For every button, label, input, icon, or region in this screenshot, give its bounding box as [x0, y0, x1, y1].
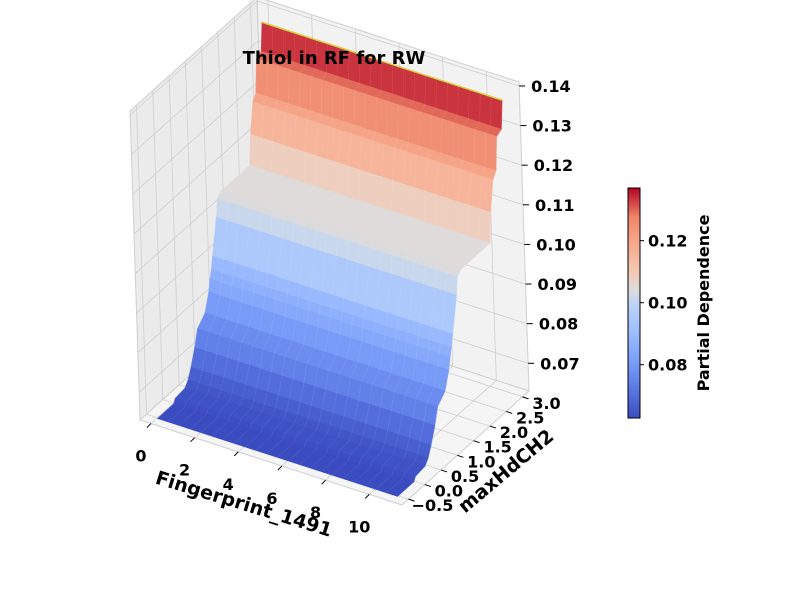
surface-mesh-line	[157, 22, 263, 419]
x-tick-label: 0	[135, 447, 146, 466]
y-tick-label: 0.5	[451, 467, 479, 486]
x-tick-label: 2	[179, 461, 190, 480]
surface-strip	[156, 403, 415, 497]
surface-mesh-line	[233, 46, 339, 444]
surface-mesh-line	[255, 54, 361, 451]
surface-mesh-line	[200, 36, 306, 433]
colorbar-tick-label: 0.08	[648, 356, 687, 375]
z-tick-label: 0.09	[538, 275, 577, 294]
surface-mesh-line	[266, 57, 372, 455]
surface-mesh-line	[179, 29, 285, 426]
colorbar-ticks: 0.08 0.10 0.12	[640, 232, 687, 375]
surface-mesh-line	[299, 68, 405, 465]
y-tick-label: 2.5	[516, 408, 544, 427]
x-tick-mark	[233, 451, 239, 457]
surface-mesh-line	[331, 78, 437, 476]
z-tick-label: 0.14	[531, 77, 570, 96]
y-tick-label: −0.5	[412, 496, 454, 515]
surface-mesh-line	[375, 93, 481, 490]
colorbar-gradient	[627, 187, 641, 419]
surface-mesh-line	[364, 89, 470, 486]
surface-mesh-line	[310, 71, 416, 469]
y-tick-label: 0.0	[435, 482, 463, 501]
surface-mesh-line	[321, 75, 426, 472]
z-axis-ticks: 0.07 0.08 0.09 0.10 0.11 0.12 0.13 0.14	[519, 77, 580, 373]
y-tick-mark	[473, 440, 480, 444]
grid-line-z	[129, 0, 520, 116]
y-tick-label: 3.0	[532, 394, 560, 413]
x-tick-mark	[277, 465, 283, 471]
y-tick-mark	[424, 484, 431, 488]
y-tick-mark	[457, 454, 464, 458]
colorbar: 0.08 0.10 0.12 Partial Dependence	[627, 187, 713, 419]
y-axis-ticks: −0.50.00.51.01.52.02.53.0	[408, 394, 561, 515]
x-tick-mark	[190, 437, 195, 443]
surface-mesh-line	[386, 96, 492, 494]
x-tick-label: 8	[310, 503, 321, 522]
z-tick-label: 0.08	[539, 315, 578, 334]
x-axis-ticks: 0 2 4 6 8 10	[135, 423, 370, 536]
surface-mesh-line	[222, 43, 328, 440]
x-tick-mark	[321, 479, 326, 485]
surface-mesh-line	[277, 61, 383, 458]
y-tick-label: 1.5	[483, 438, 511, 457]
y-tick-mark	[506, 410, 513, 414]
chart-title: Thiol in RF for RW	[243, 48, 426, 69]
x-tick-mark	[364, 494, 370, 499]
x-tick-label: 4	[223, 475, 234, 494]
surface-mesh-line	[211, 39, 317, 437]
x-axis-label: Fingerprint_1491	[153, 467, 335, 542]
z-tick-label: 0.07	[540, 354, 579, 373]
colorbar-tick-label: 0.12	[648, 232, 687, 251]
surface-mesh-line	[353, 85, 459, 483]
surface-mesh-line	[288, 64, 394, 462]
surface-plot	[156, 21, 503, 497]
surface-mesh-line	[244, 50, 350, 447]
z-tick-label: 0.12	[534, 156, 573, 175]
surface-mesh-line	[342, 82, 448, 479]
x-tick-label: 10	[348, 517, 370, 536]
surface-top-edge	[261, 21, 503, 101]
x-tick-mark	[146, 423, 152, 428]
y-tick-mark	[489, 425, 497, 429]
z-tick-label: 0.11	[535, 196, 574, 215]
colorbar-label: Partial Dependence	[694, 214, 713, 391]
z-tick-label: 0.13	[532, 117, 571, 136]
y-tick-mark	[408, 498, 415, 502]
y-tick-label: 1.0	[467, 452, 495, 471]
surface-mesh-line	[397, 100, 503, 497]
surface-mesh-line	[168, 25, 274, 423]
y-tick-mark	[522, 396, 529, 400]
x-tick-label: 6	[266, 489, 277, 508]
colorbar-tick-label: 0.10	[648, 294, 687, 313]
y-tick-mark	[440, 469, 448, 473]
surface-mesh-line	[190, 32, 295, 430]
y-tick-label: 2.0	[500, 423, 528, 442]
z-tick-label: 0.10	[536, 235, 575, 254]
